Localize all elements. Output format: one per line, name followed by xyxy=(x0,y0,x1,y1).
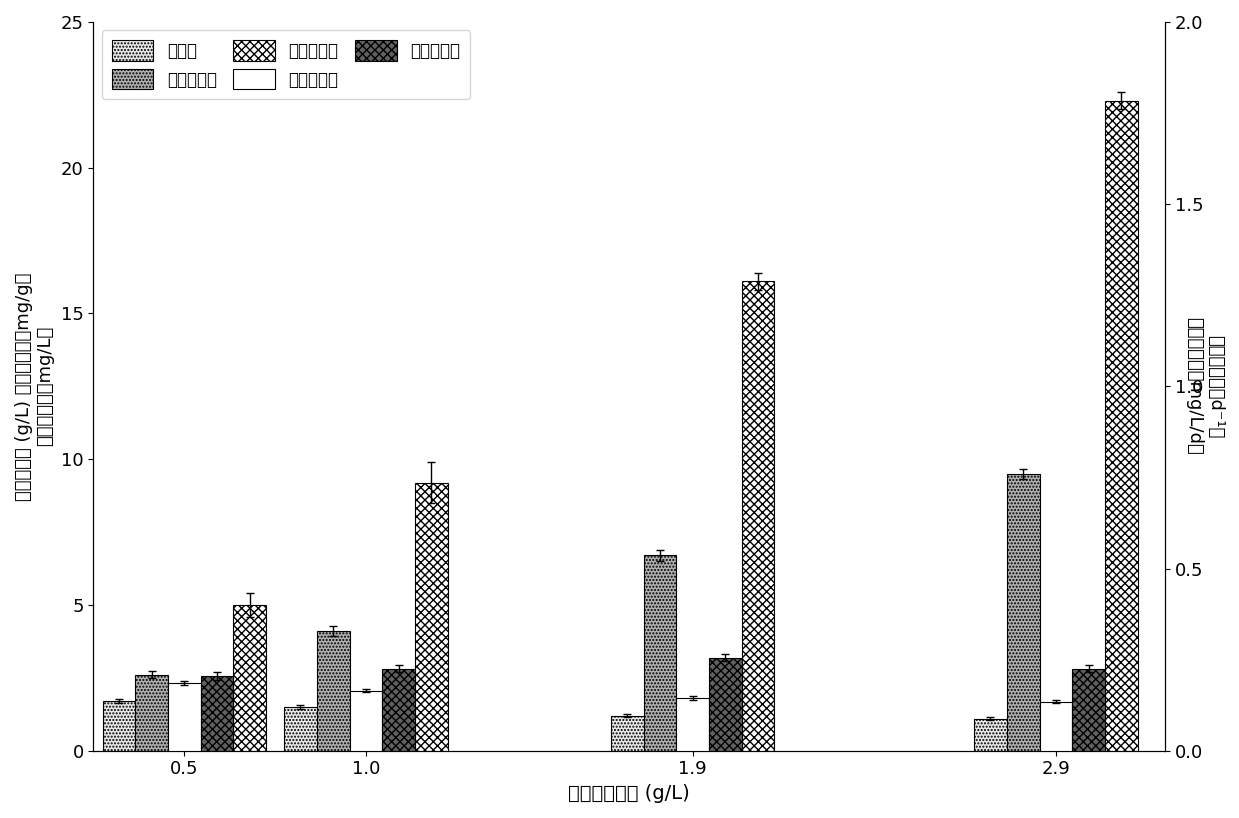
Bar xyxy=(644,555,676,751)
Bar xyxy=(103,701,135,751)
Bar xyxy=(1072,669,1105,751)
Bar xyxy=(676,698,709,751)
Bar xyxy=(1007,474,1040,751)
Bar xyxy=(135,675,169,751)
Bar xyxy=(233,605,266,751)
Bar xyxy=(974,719,1007,751)
Legend: 生物量, 虾青素含量, 虾青素产量, 比生长速率, 虾青素产率: 生物量, 虾青素含量, 虾青素产量, 比生长速率, 虾青素产率 xyxy=(102,30,470,99)
Bar xyxy=(169,683,201,751)
Y-axis label: 生物量浓度 (g/L) 虾青素含量（mg/g）
虾青素产量（mg/L）: 生物量浓度 (g/L) 虾青素含量（mg/g） 虾青素产量（mg/L） xyxy=(15,272,53,501)
Bar xyxy=(349,690,382,751)
Bar xyxy=(709,658,742,751)
Bar xyxy=(611,716,644,751)
Bar xyxy=(1105,101,1137,751)
X-axis label: 起始细胞密度 (g/L): 起始细胞密度 (g/L) xyxy=(569,784,690,803)
Bar xyxy=(201,676,233,751)
Bar xyxy=(1040,702,1072,751)
Bar xyxy=(382,669,415,751)
Bar xyxy=(284,707,317,751)
Bar xyxy=(317,631,349,751)
Bar xyxy=(742,281,774,751)
Y-axis label: 比生长速率（d⁻¹）
虾青素产率（mg/L/d）: 比生长速率（d⁻¹） 虾青素产率（mg/L/d） xyxy=(1186,317,1224,456)
Bar xyxy=(415,483,447,751)
